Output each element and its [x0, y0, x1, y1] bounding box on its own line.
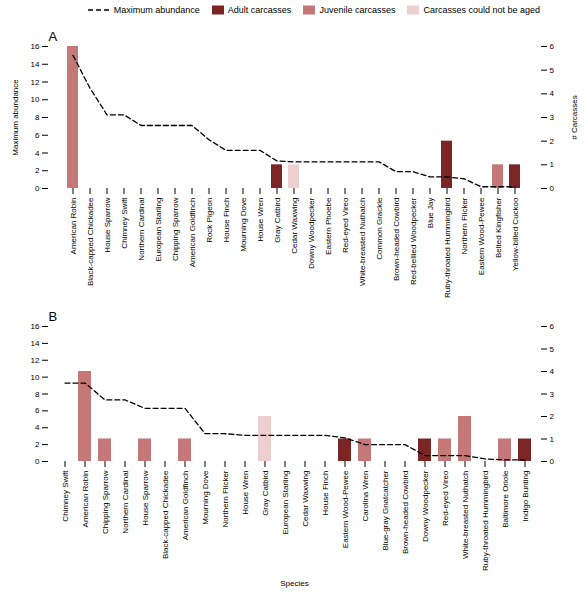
- svg-text:Brown-headed Cowbird: Brown-headed Cowbird: [392, 198, 401, 282]
- svg-text:Cedar Waxwing: Cedar Waxwing: [290, 198, 299, 254]
- svg-text:House Sparrow: House Sparrow: [103, 197, 112, 252]
- svg-text:Brown-headed Cowbird: Brown-headed Cowbird: [401, 471, 410, 555]
- svg-text:4: 4: [35, 149, 40, 158]
- svg-text:House Wren: House Wren: [256, 198, 265, 242]
- html-text:Maximum abundance: Maximum abundance: [113, 5, 200, 15]
- svg-text:10: 10: [31, 373, 40, 382]
- svg-text:Black-capped Chickadee: Black-capped Chickadee: [161, 470, 170, 559]
- svg-text:Common Grackle: Common Grackle: [375, 197, 384, 260]
- svg-text:House Sparrow: House Sparrow: [141, 470, 150, 525]
- svg-text:Maximum abundance: Maximum abundance: [11, 79, 20, 156]
- svg-text:6: 6: [35, 406, 40, 415]
- svg-text:16: 16: [31, 322, 40, 331]
- svg-text:4: 4: [550, 89, 555, 98]
- svg-text:1: 1: [550, 435, 555, 444]
- svg-text:6: 6: [550, 42, 555, 51]
- svg-text:American Robin: American Robin: [69, 198, 78, 255]
- svg-text:Rock Pigeon: Rock Pigeon: [205, 198, 214, 243]
- svg-text:10: 10: [31, 95, 40, 104]
- svg-text:0: 0: [550, 184, 555, 193]
- svg-text:Black-capped Chickadee: Black-capped Chickadee: [86, 197, 95, 286]
- svg-text:Yellow-billed Cuckoo: Yellow-billed Cuckoo: [511, 197, 520, 271]
- svg-text:14: 14: [31, 60, 40, 69]
- svg-text:House Finch: House Finch: [222, 198, 231, 243]
- svg-text:4: 4: [550, 367, 555, 376]
- svg-text:Ruby-throated Hummingbird: Ruby-throated Hummingbird: [481, 471, 490, 572]
- svg-text:Ruby-throated Hummingbird: Ruby-throated Hummingbird: [443, 198, 452, 299]
- svg-text:2: 2: [550, 412, 555, 421]
- svg-text:Cedar Waxwing: Cedar Waxwing: [301, 471, 310, 527]
- svg-text:Indigo Bunting: Indigo Bunting: [521, 471, 530, 522]
- svg-text:Chipping Sparrow: Chipping Sparrow: [171, 197, 180, 261]
- svg-text:14: 14: [31, 339, 40, 348]
- svg-text:2: 2: [35, 166, 40, 175]
- html-text:Juvenile carcasses: Juvenile carcasses: [319, 5, 396, 15]
- svg-text:6: 6: [550, 322, 555, 331]
- svg-text:16: 16: [31, 42, 40, 51]
- svg-text:Species: Species: [280, 579, 308, 588]
- svg-text:Eastern Wood-Pewee: Eastern Wood-Pewee: [341, 470, 350, 548]
- svg-text:European Starling: European Starling: [154, 198, 163, 262]
- svg-text:Gray Catbird: Gray Catbird: [273, 198, 282, 243]
- svg-text:Downy Woodpecker: Downy Woodpecker: [307, 197, 316, 269]
- svg-text:B: B: [49, 309, 58, 324]
- svg-text:3: 3: [550, 113, 555, 122]
- svg-text:Northern Flicker: Northern Flicker: [221, 470, 230, 527]
- svg-text:Northern Cardinal: Northern Cardinal: [137, 197, 146, 260]
- svg-text:Northern Flicker: Northern Flicker: [460, 197, 469, 254]
- svg-text:2: 2: [550, 137, 555, 146]
- svg-text:# Carcasses: # Carcasses: [570, 95, 579, 139]
- svg-text:4: 4: [35, 423, 40, 432]
- svg-text:Carolina Wren: Carolina Wren: [361, 471, 370, 522]
- svg-text:Gray Catbird: Gray Catbird: [261, 471, 270, 516]
- svg-text:American Goldfinch: American Goldfinch: [188, 198, 197, 268]
- svg-text:0: 0: [35, 457, 40, 466]
- svg-text:5: 5: [550, 345, 555, 354]
- svg-text:Chimney Swift: Chimney Swift: [61, 470, 70, 522]
- svg-text:1: 1: [550, 160, 555, 169]
- svg-text:0: 0: [550, 457, 555, 466]
- svg-text:Red-eyed Vireo: Red-eyed Vireo: [341, 197, 350, 253]
- svg-text:Northern Cardinal: Northern Cardinal: [121, 470, 130, 533]
- svg-text:European Starling: European Starling: [281, 471, 290, 535]
- svg-text:2: 2: [35, 440, 40, 449]
- svg-text:Blue Jay: Blue Jay: [426, 198, 435, 229]
- svg-text:White-breasted Nuthatch: White-breasted Nuthatch: [358, 198, 367, 287]
- svg-text:Eastern Wood-Pewee: Eastern Wood-Pewee: [477, 197, 486, 275]
- svg-text:American Goldfinch: American Goldfinch: [181, 471, 190, 541]
- html-text:Adult carcasses: Adult carcasses: [227, 5, 292, 15]
- svg-text:Downy Woodpecker: Downy Woodpecker: [421, 470, 430, 542]
- svg-text:5: 5: [550, 66, 555, 75]
- svg-text:Red-eyed Vireo: Red-eyed Vireo: [441, 470, 450, 526]
- svg-text:3: 3: [550, 390, 555, 399]
- svg-text:Baltimore Oriole: Baltimore Oriole: [501, 470, 510, 528]
- svg-text:12: 12: [31, 78, 40, 87]
- svg-text:0: 0: [35, 184, 40, 193]
- svg-text:House Wren: House Wren: [241, 471, 250, 515]
- svg-text:Mourning Dove: Mourning Dove: [239, 197, 248, 252]
- svg-text:A: A: [49, 29, 58, 44]
- svg-text:American Robin: American Robin: [81, 471, 90, 528]
- svg-text:Eastern Phoebe: Eastern Phoebe: [324, 197, 333, 255]
- svg-text:House Finch: House Finch: [321, 471, 330, 516]
- svg-text:12: 12: [31, 356, 40, 365]
- svg-text:Belted Kingfisher: Belted Kingfisher: [494, 197, 503, 258]
- svg-text:8: 8: [35, 113, 40, 122]
- svg-text:Blue-gray Gnatcatcher: Blue-gray Gnatcatcher: [381, 470, 390, 550]
- svg-text:Chipping Sparrow: Chipping Sparrow: [101, 470, 110, 534]
- svg-text:Chimney Swift: Chimney Swift: [120, 197, 129, 249]
- html-text:Carcasses could not be aged: Carcasses could not be aged: [423, 5, 540, 15]
- svg-text:6: 6: [35, 131, 40, 140]
- svg-text:Mourning Dove: Mourning Dove: [201, 470, 210, 525]
- svg-text:Red-bellied Woodpecker: Red-bellied Woodpecker: [409, 197, 418, 285]
- svg-text:8: 8: [35, 390, 40, 399]
- svg-text:White-breasted Nuthatch: White-breasted Nuthatch: [461, 471, 470, 560]
